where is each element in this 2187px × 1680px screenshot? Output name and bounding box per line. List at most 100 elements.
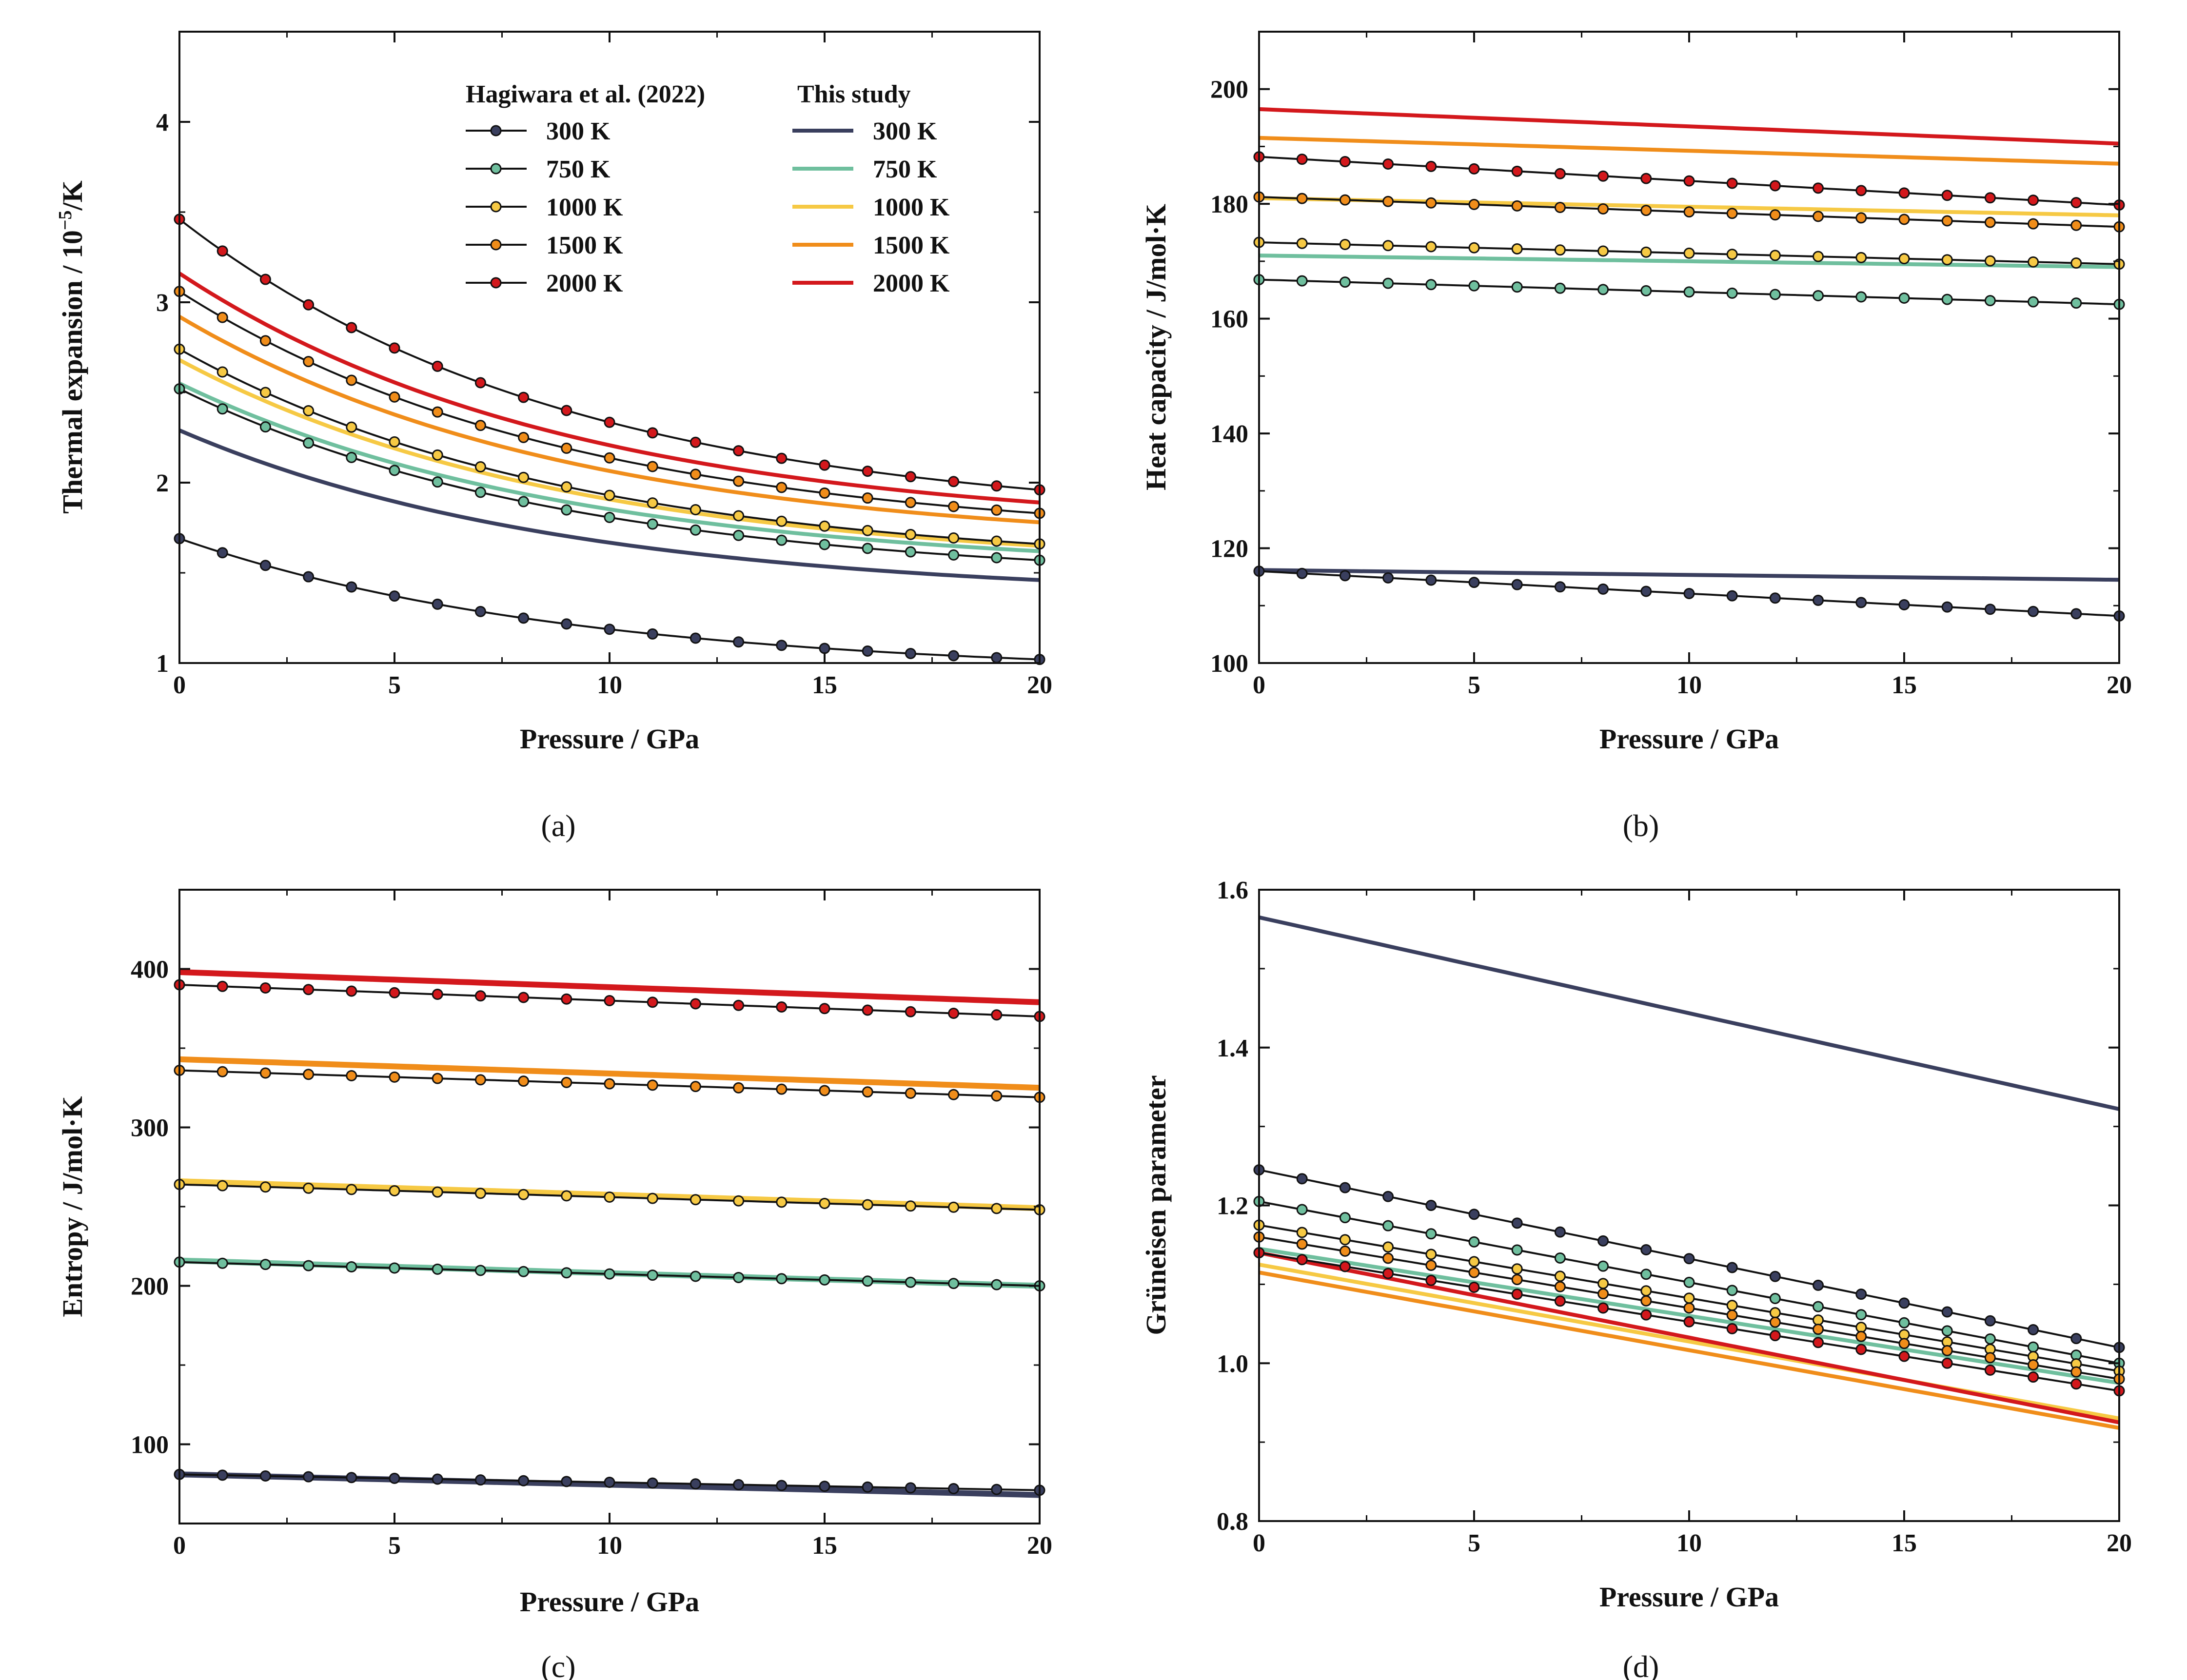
panel-c-hag-point-1500K <box>647 1079 658 1091</box>
panel-b-hag-point-300K <box>1511 579 1523 590</box>
panel-d-hag-point-300K <box>1769 1270 1781 1282</box>
panel-a-hag-point-750K <box>217 403 228 415</box>
panel-d-hag-point-750K <box>1511 1244 1523 1256</box>
panel-b-hag-point-750K <box>1769 289 1781 300</box>
panel-a-ylabel-tail: /K <box>57 180 88 211</box>
panel-d-ylabel: Grüneisen parameter <box>1140 1075 1172 1335</box>
panel-a-hag-point-750K <box>303 437 315 449</box>
panel-b-hag-point-1000K <box>1640 246 1652 258</box>
panel-c-hag-point-1500K <box>733 1082 745 1094</box>
panel-c-hag-point-1500K <box>690 1081 701 1093</box>
panel-d-xlabel: Pressure / GPa <box>1599 1581 1779 1613</box>
panel-c-yticks: 100 200 300 400 <box>131 956 1040 1459</box>
panel-c-hag-point-300K <box>819 1481 830 1492</box>
panel-b-ytick-label: 120 <box>1210 535 1248 563</box>
panel-a-hag-point-1000K <box>518 471 530 483</box>
panel-d-hag-point-1500K <box>1339 1245 1351 1257</box>
panel-b-hag-point-300K <box>1898 599 1910 611</box>
panel-a-hag-point-1500K <box>389 391 400 403</box>
panel-b-hag-point-1500K <box>1855 212 1867 224</box>
panel-a-hag-point-2000K <box>346 322 357 333</box>
legend-hag-marker <box>490 201 502 213</box>
panel-b-hag-point-750K <box>1683 286 1695 298</box>
panel-a-xtick-label: 10 <box>597 671 622 699</box>
panel-a-hag-point-300K <box>217 547 228 559</box>
panel-c-hag-point-750K <box>647 1270 658 1281</box>
panel-c-hag-point-2000K <box>346 985 357 997</box>
panel-b-hag-point-2000K <box>1683 175 1695 187</box>
panel-c-hag-point-1000K <box>776 1196 788 1208</box>
panel-c-hag-point-2000K <box>948 1008 960 1019</box>
panel-b-hag-point-1000K <box>1468 242 1480 254</box>
panel-d-hag-point-750K <box>1898 1317 1910 1328</box>
legend-hag-marker <box>490 239 502 251</box>
panel-c-hag-point-1000K <box>389 1185 400 1196</box>
panel-b-hag-point-2000K <box>1296 154 1308 165</box>
panel-a-hag-point-300K <box>819 643 830 654</box>
panel-a-hag-point-300K <box>905 648 916 660</box>
panel-d-yticks: 0.8 1.0 1.2 1.4 1.6 <box>1217 877 2119 1536</box>
panel-d-hag-point-2000K <box>1984 1364 1996 1376</box>
panel-c-xlabel: Pressure / GPa <box>520 1586 699 1618</box>
panel-b-hag-point-2000K <box>1468 163 1480 175</box>
panel-d-hag-point-1500K <box>1855 1330 1867 1342</box>
panel-b-hag-point-750K <box>1813 290 1824 301</box>
panel-d-study-line-1500K <box>1259 1270 2120 1430</box>
panel-b-hag-point-300K <box>1941 601 1953 613</box>
panel-d-hag-point-1000K <box>1683 1292 1695 1304</box>
panel-d-hag-point-2000K <box>2070 1378 2082 1390</box>
panel-c-hag-point-300K <box>604 1477 615 1488</box>
panel-d-hag-point-300K <box>1984 1315 1996 1327</box>
panel-b-hag-point-300K <box>1640 586 1652 597</box>
panel-b-hag-point-1000K <box>1813 251 1824 262</box>
panel-a-hag-point-2000K <box>303 299 315 311</box>
panel-a-study-line-750K <box>178 381 1040 553</box>
panel-c-ytick-label: 200 <box>131 1273 169 1301</box>
panel-a-hag-point-1500K <box>474 420 486 431</box>
panel-a-xtick-label: 0 <box>173 671 186 699</box>
panel-a-hag-point-1000K <box>905 528 916 540</box>
panel-c-hag-point-1000K <box>690 1194 701 1206</box>
panel-c-hag-point-2000K <box>474 990 486 1002</box>
panel-b-hag-point-1500K <box>1296 193 1308 204</box>
panel-b-hag-point-750K <box>1597 284 1609 295</box>
panel-d-hag-point-1000K <box>1296 1227 1308 1238</box>
panel-b-hag-point-2000K <box>1813 182 1824 194</box>
panel-b-hag-point-750K <box>2070 297 2082 309</box>
panel-b-hag-point-1000K <box>1382 240 1394 252</box>
panel-a-series <box>174 214 1045 665</box>
panel-c-hag-point-300K <box>733 1479 745 1490</box>
panel-b-hag-point-750K <box>1855 291 1867 303</box>
panel-b-hag-point-750K <box>1511 281 1523 293</box>
panel-c-hag-point-750K <box>991 1279 1003 1290</box>
panel-a-hag-point-2000K <box>217 245 228 257</box>
panel-d-hag-point-1500K <box>1726 1309 1738 1321</box>
panel-b-hag-point-2000K <box>1769 180 1781 192</box>
panel-b-hag-point-750K <box>1726 287 1738 299</box>
panel-a-hag-point-750K <box>690 524 701 536</box>
panel-d-hag-point-1500K <box>1382 1252 1394 1264</box>
panel-a-hag-point-750K <box>819 539 830 550</box>
panel-a-hag-point-300K <box>604 624 615 635</box>
panel-c-hag-point-750K <box>346 1261 357 1272</box>
legend-study-title: This study <box>797 80 911 108</box>
panel-b-hag-point-750K <box>1898 293 1910 304</box>
panel-c-hag-point-1500K <box>561 1076 572 1088</box>
panel-d-hag-point-300K <box>1425 1200 1437 1211</box>
panel-d-hag-point-750K <box>1339 1212 1351 1224</box>
panel-b-hag-point-2000K <box>1597 170 1609 182</box>
panel-c-hag-point-2000K <box>647 996 658 1008</box>
panel-a-hag-point-1500K <box>346 374 357 386</box>
panel-d: 0 5 10 15 20 0.81.01.21.41.6 Pressure / GPa … <box>1140 877 2132 1680</box>
panel-d-hag-point-1000K <box>1468 1256 1480 1268</box>
panel-d-hag-point-300K <box>1726 1262 1738 1273</box>
panel-a-hag-point-300K <box>518 612 530 624</box>
panel-d-caption: (d) <box>1623 1649 1659 1680</box>
panel-a-ytick-label: 1 <box>156 650 169 678</box>
panel-b-caption: (b) <box>1623 808 1659 843</box>
panel-c-hag-point-750K <box>217 1257 228 1269</box>
panel-a-xtick-label: 15 <box>812 671 837 699</box>
panel-b-hag-point-300K <box>1554 581 1566 593</box>
panel-c-hag-point-1500K <box>389 1071 400 1083</box>
